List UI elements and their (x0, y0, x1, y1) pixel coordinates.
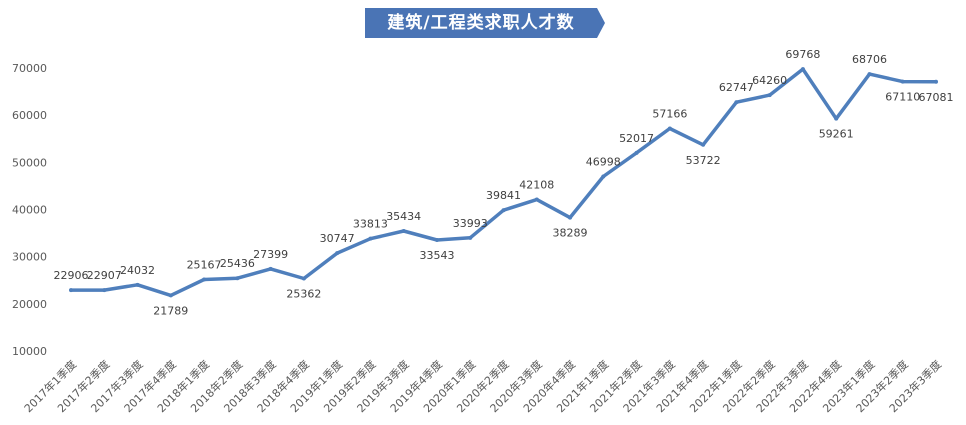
data-point (268, 266, 273, 271)
data-label: 24032 (120, 264, 155, 277)
data-point (667, 126, 672, 131)
data-point (867, 72, 872, 77)
series-layer (69, 67, 938, 298)
data-point (568, 215, 573, 220)
y-tick-label: 60000 (12, 109, 47, 122)
data-point (69, 288, 73, 293)
data-point (734, 100, 739, 105)
data-point (701, 142, 706, 147)
data-label: 33813 (353, 218, 388, 231)
data-label: 33993 (453, 217, 488, 230)
data-point (401, 229, 406, 234)
data-point (468, 235, 473, 240)
data-label: 52017 (619, 132, 654, 145)
data-label: 69768 (785, 48, 820, 61)
data-point (501, 208, 506, 213)
x-axis: 2017年1季度2017年2季度2017年3季度2017年4季度2018年1季度… (21, 357, 944, 415)
data-label: 35434 (386, 210, 421, 223)
chart-title: 建筑/工程类求职人才数 (387, 13, 575, 33)
data-label: 30747 (320, 232, 355, 245)
data-label: 67110 (885, 91, 920, 104)
data-point (335, 251, 340, 256)
y-tick-label: 10000 (12, 345, 47, 358)
data-label: 25362 (286, 288, 321, 301)
y-tick-label: 40000 (12, 204, 47, 217)
data-point (601, 174, 606, 179)
y-tick-label: 30000 (12, 251, 47, 264)
data-point (301, 276, 306, 281)
data-point (900, 79, 905, 84)
data-label: 33543 (419, 249, 454, 262)
data-point (534, 197, 539, 202)
y-axis: 10000 20000 30000 40000 50000 60000 70000 (12, 62, 47, 358)
data-point (434, 237, 439, 242)
data-label: 21789 (153, 304, 188, 317)
data-label: 39841 (486, 189, 521, 202)
y-tick-label: 20000 (12, 298, 47, 311)
data-label: 38289 (553, 227, 588, 240)
y-tick-label: 50000 (12, 156, 47, 169)
data-point (135, 282, 140, 287)
data-point (634, 150, 639, 155)
data-point (934, 79, 938, 84)
data-label: 46998 (586, 155, 621, 168)
data-point (834, 116, 839, 121)
data-label: 42108 (519, 179, 554, 192)
data-point (368, 236, 373, 241)
data-point (800, 67, 805, 72)
data-label: 27399 (253, 248, 288, 261)
data-point (202, 277, 207, 282)
data-label: 22907 (87, 269, 122, 282)
data-label: 57166 (652, 108, 687, 121)
data-label: 25167 (187, 258, 222, 271)
title-badge (365, 8, 605, 38)
data-label: 53722 (686, 154, 721, 167)
data-point (168, 293, 173, 298)
data-label: 68706 (852, 53, 887, 66)
data-label: 25436 (220, 257, 255, 270)
data-point (767, 93, 772, 98)
title-badge-shape (365, 8, 605, 38)
data-label: 22906 (54, 269, 89, 282)
data-point (102, 288, 107, 293)
data-label: 64260 (752, 74, 787, 87)
data-label: 62747 (719, 81, 754, 94)
y-tick-label: 70000 (12, 62, 47, 75)
data-label: 59261 (819, 128, 854, 141)
data-label: 67081 (919, 91, 954, 104)
data-point (235, 276, 240, 281)
